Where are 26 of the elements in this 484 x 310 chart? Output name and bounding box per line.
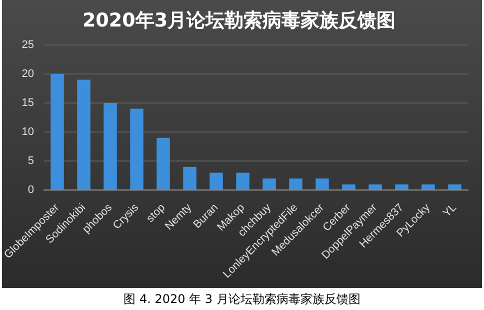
bar bbox=[289, 178, 302, 190]
caption: 图 4. 2020 年 3 月论坛勒索病毒家族反馈图 bbox=[122, 291, 362, 308]
bar bbox=[395, 184, 408, 190]
y-tick-label: 10 bbox=[22, 126, 34, 138]
chart-title: 2020年3月论坛勒索病毒家族反馈图 bbox=[82, 9, 396, 32]
x-tick-label: stop bbox=[144, 202, 168, 225]
bar bbox=[210, 172, 223, 190]
bar bbox=[448, 184, 462, 190]
bar bbox=[422, 184, 435, 190]
bar bbox=[183, 166, 196, 190]
bar bbox=[368, 184, 382, 190]
y-tick-label: 15 bbox=[22, 96, 34, 109]
bar bbox=[130, 108, 144, 190]
y-tick-label: 5 bbox=[28, 155, 34, 168]
bar bbox=[236, 172, 250, 190]
bar bbox=[316, 178, 329, 190]
x-tick-label: YL bbox=[441, 202, 460, 220]
bar bbox=[104, 102, 117, 190]
y-tick-label: 20 bbox=[22, 68, 34, 80]
y-tick-label: 25 bbox=[22, 38, 34, 51]
bar bbox=[77, 80, 90, 190]
y-tick-label: 0 bbox=[28, 184, 34, 196]
bar bbox=[262, 178, 276, 190]
bar bbox=[50, 74, 64, 190]
bar bbox=[342, 184, 356, 190]
bar bbox=[156, 138, 170, 190]
